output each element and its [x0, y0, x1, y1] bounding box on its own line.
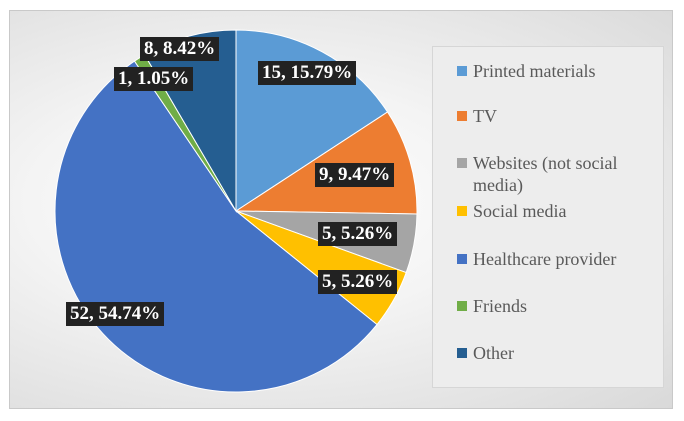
data-label-other: 8, 8.42% [140, 37, 220, 61]
data-label-websites: 5, 5.26% [318, 222, 398, 246]
data-label-social-media: 5, 5.26% [318, 270, 398, 294]
legend-label: Healthcare provider [473, 249, 617, 269]
legend-label: Websites (not social media) [473, 153, 618, 195]
legend-swatch [457, 111, 467, 121]
data-label-tv: 9, 9.47% [315, 163, 395, 187]
legend-swatch [457, 206, 467, 216]
legend-label: TV [473, 106, 497, 126]
data-label-printed-materials: 15, 15.79% [258, 61, 357, 85]
legend-swatch [457, 158, 467, 168]
pie-slice-tv [234, 111, 418, 215]
chart-legend: Printed materials TV Websites (not socia… [432, 46, 664, 388]
data-label-friends: 1, 1.05% [114, 67, 194, 91]
legend-label: Social media [473, 201, 567, 221]
legend-swatch [457, 348, 467, 358]
legend-label: Other [473, 343, 514, 363]
legend-swatch [457, 66, 467, 76]
legend-label: Friends [473, 296, 527, 316]
legend-swatch [457, 301, 467, 311]
data-label-healthcare-provider: 52, 54.74% [66, 302, 165, 326]
legend-swatch [457, 254, 467, 264]
legend-label: Printed materials [473, 61, 596, 81]
